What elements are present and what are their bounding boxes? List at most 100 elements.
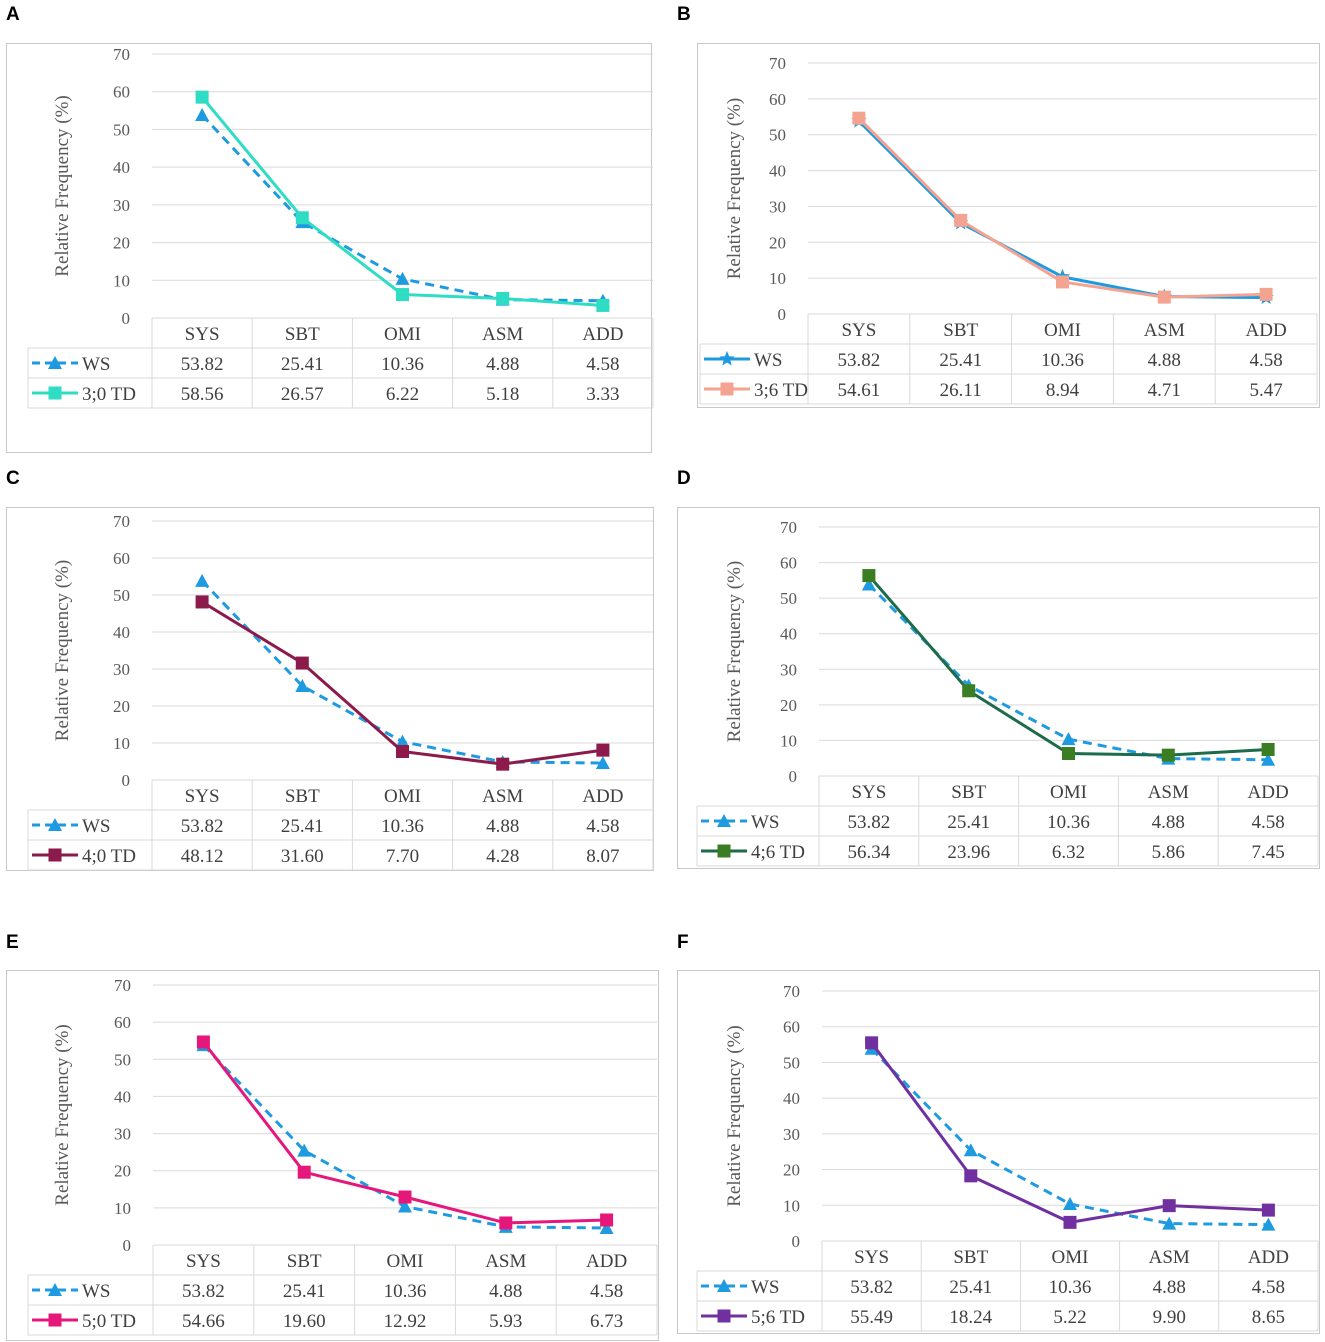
data-point — [596, 298, 610, 312]
y-tick-label: 50 — [113, 120, 130, 139]
data-label: 10.36 — [384, 1281, 427, 1302]
data-label: 5.18 — [486, 384, 519, 405]
panel-letter: C — [6, 468, 20, 489]
y-axis-label: Relative Frequency (%) — [52, 1024, 73, 1205]
y-tick-label: 40 — [783, 1089, 800, 1108]
y-axis-label: Relative Frequency (%) — [724, 561, 745, 742]
data-label: 4.58 — [1249, 350, 1282, 371]
x-tick-label: OMI — [1052, 1247, 1089, 1268]
x-tick-label: ADD — [582, 786, 623, 807]
y-tick-label: 0 — [123, 1236, 132, 1255]
panel-letter: B — [677, 4, 691, 25]
legend-marker — [717, 844, 731, 858]
y-tick-label: 10 — [780, 731, 797, 750]
data-label: 6.73 — [590, 1311, 623, 1332]
y-tick-label: 10 — [113, 271, 130, 290]
data-label: 25.41 — [947, 812, 990, 833]
chart-panel-E — [6, 970, 659, 1341]
data-label: 6.22 — [386, 384, 419, 405]
data-point — [297, 1165, 311, 1179]
x-tick-label: SBT — [951, 782, 986, 803]
x-tick-label: ADD — [1248, 782, 1289, 803]
data-label: 25.41 — [281, 816, 324, 837]
data-label: 54.61 — [838, 380, 881, 401]
data-label: 19.60 — [283, 1311, 326, 1332]
legend-label: WS — [82, 354, 111, 375]
y-axis-label: Relative Frequency (%) — [52, 560, 73, 741]
y-tick-label: 30 — [769, 197, 786, 216]
legend-label: 3;6 TD — [754, 380, 808, 401]
y-tick-label: 40 — [780, 625, 797, 644]
data-label: 4.71 — [1148, 380, 1181, 401]
data-label: 5.93 — [489, 1311, 522, 1332]
data-label: 25.41 — [949, 1277, 992, 1298]
data-point — [297, 1143, 312, 1157]
panel-letter: E — [6, 932, 19, 953]
y-tick-label: 70 — [780, 518, 797, 537]
x-tick-label: SYS — [851, 782, 886, 803]
x-tick-label: ASM — [482, 786, 523, 807]
data-label: 9.90 — [1153, 1307, 1186, 1328]
legend-marker — [48, 848, 62, 862]
legend-label: 5;6 TD — [751, 1307, 805, 1328]
data-point — [962, 684, 976, 698]
x-tick-label: OMI — [1044, 320, 1081, 341]
y-tick-label: 10 — [113, 734, 130, 753]
data-label: 4.88 — [489, 1281, 522, 1302]
x-tick-label: ADD — [586, 1251, 627, 1272]
y-tick-label: 60 — [113, 549, 130, 568]
chart-panel-D — [677, 507, 1320, 869]
y-tick-label: 40 — [113, 158, 130, 177]
y-axis-label: Relative Frequency (%) — [52, 95, 73, 276]
legend-marker — [717, 1309, 731, 1323]
y-tick-label: 50 — [783, 1053, 800, 1072]
legend-label: WS — [751, 812, 780, 833]
chart-panel-B — [697, 43, 1320, 408]
data-point — [865, 1036, 879, 1050]
legend-marker — [48, 386, 62, 400]
data-label: 4.58 — [586, 354, 619, 375]
data-label: 53.82 — [838, 350, 881, 371]
x-tick-label: SBT — [287, 1251, 322, 1272]
data-label: 5.86 — [1152, 842, 1185, 863]
y-tick-label: 60 — [113, 83, 130, 102]
data-point — [195, 90, 209, 104]
y-tick-label: 40 — [113, 623, 130, 642]
data-label: 25.41 — [939, 350, 982, 371]
chart-panel-A — [6, 43, 652, 453]
data-label: 7.70 — [386, 846, 419, 867]
data-label: 53.82 — [850, 1277, 893, 1298]
y-tick-label: 70 — [769, 54, 786, 73]
x-tick-label: SBT — [953, 1247, 988, 1268]
legend-marker — [719, 351, 735, 366]
data-label: 8.07 — [586, 846, 619, 867]
x-tick-label: ASM — [1149, 1247, 1190, 1268]
x-tick-label: SBT — [285, 324, 320, 345]
y-tick-label: 70 — [114, 976, 131, 995]
data-label: 4.88 — [1148, 350, 1181, 371]
x-tick-label: ADD — [1246, 320, 1287, 341]
data-label: 4.88 — [486, 354, 519, 375]
y-axis-label: Relative Frequency (%) — [724, 1025, 745, 1206]
data-point — [862, 569, 876, 583]
legend-marker — [48, 356, 62, 369]
series-line-WS — [870, 1047, 1269, 1227]
panel-letter: A — [6, 4, 20, 25]
y-tick-label: 0 — [789, 767, 798, 786]
data-label: 4.28 — [486, 846, 519, 867]
data-point — [195, 573, 210, 587]
x-tick-label: ASM — [482, 324, 523, 345]
y-tick-label: 0 — [792, 1232, 801, 1251]
data-label: 6.32 — [1052, 842, 1085, 863]
x-tick-label: ADD — [582, 324, 623, 345]
legend-label: WS — [754, 350, 783, 371]
data-label: 55.49 — [850, 1307, 893, 1328]
data-point — [396, 745, 409, 759]
y-tick-label: 50 — [780, 589, 797, 608]
legend-label: WS — [751, 1277, 780, 1298]
legend-marker — [717, 1279, 731, 1292]
y-tick-label: 50 — [113, 586, 130, 605]
